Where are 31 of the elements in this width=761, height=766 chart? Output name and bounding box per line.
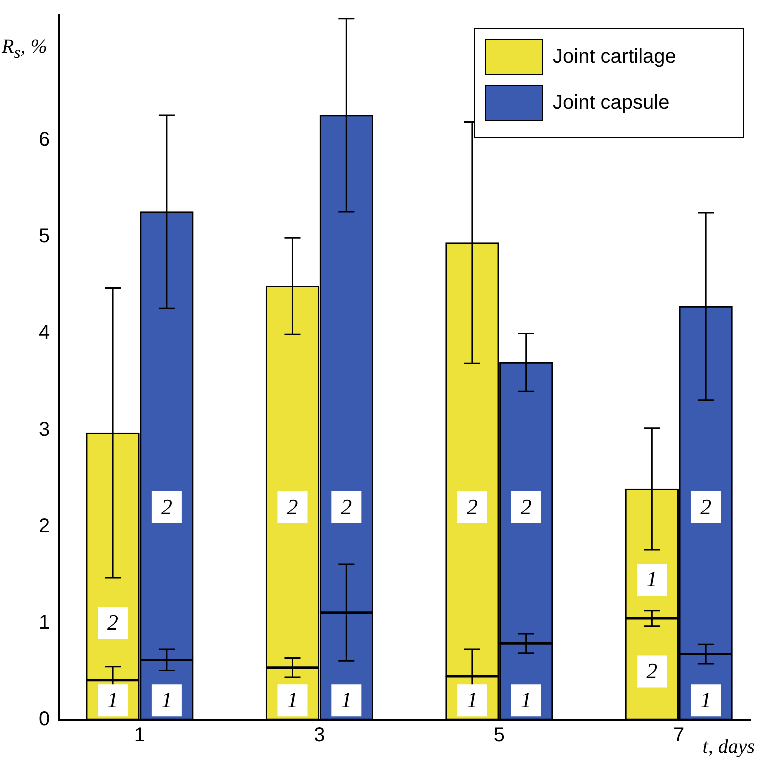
annotation: 2	[341, 494, 352, 520]
annotation: 2	[646, 658, 658, 684]
annotation: 1	[466, 687, 478, 712]
y-tick-label: 2	[39, 515, 50, 538]
annotation: 1	[161, 687, 172, 712]
annotation: 2	[287, 494, 298, 520]
y-tick-label: 6	[39, 129, 50, 152]
x-tick-label: 3	[314, 724, 326, 747]
y-tick-label: 1	[39, 612, 50, 634]
x-axis-title: t, days	[702, 736, 755, 759]
annotation: 2	[520, 494, 532, 520]
y-axis-title: R$_{s}$, %	[2, 36, 48, 63]
y-tick-label: 0	[39, 708, 50, 731]
legend-label: Joint cartilage	[553, 46, 676, 68]
annotation: 2	[108, 610, 119, 636]
annotation: 1	[646, 566, 658, 592]
annotation: 1	[287, 687, 298, 712]
x-tick-label: 7	[674, 724, 685, 747]
annotation: 1	[700, 687, 712, 712]
y-tick-label: 5	[39, 226, 50, 248]
annotation: 1	[520, 687, 532, 712]
x-tick-label: 5	[494, 724, 505, 747]
y-tick-label: 3	[39, 418, 50, 441]
annotation: 1	[341, 687, 352, 712]
annotation: 2	[161, 494, 172, 520]
y-tick-label: 4	[39, 322, 50, 344]
annotation: 1	[108, 687, 119, 712]
annotation: 2	[700, 494, 712, 520]
legend-label: Joint capsule	[553, 92, 670, 114]
x-tick-label: 1	[134, 724, 146, 747]
annotation: 2	[466, 494, 478, 520]
